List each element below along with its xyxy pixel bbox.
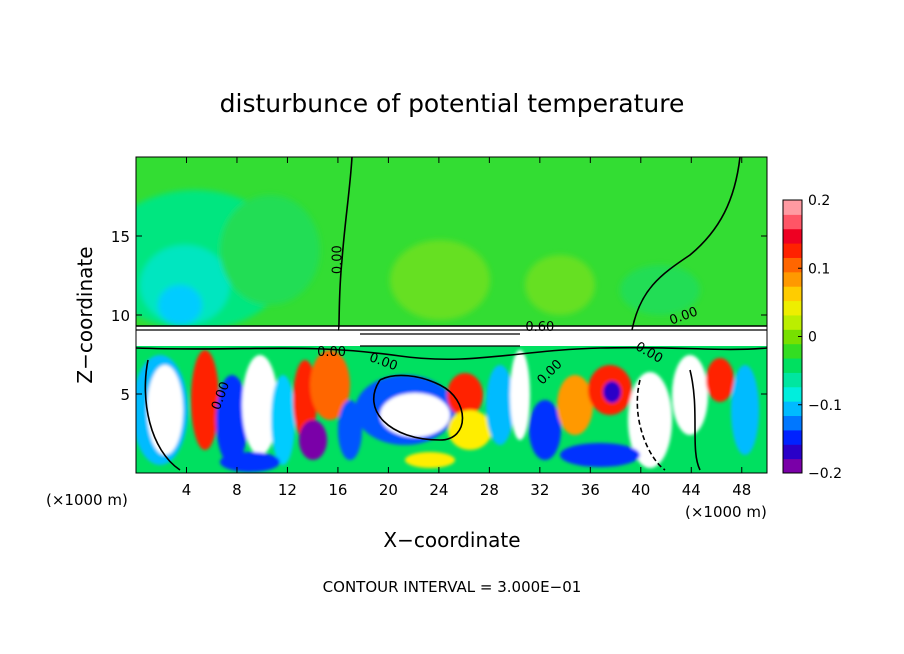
y-tick-label: 15: [111, 228, 130, 246]
colorbar-swatch: [783, 329, 802, 345]
colorbar-swatch: [783, 257, 802, 273]
colorbar-swatch: [783, 243, 802, 258]
contour-label: 0.00: [317, 345, 346, 360]
x-tick-label: 44: [682, 481, 701, 499]
colorbar-swatch: [783, 286, 802, 302]
x-tick-label: 12: [278, 481, 297, 499]
inversion-band: [136, 326, 767, 348]
colorbar-swatch: [783, 228, 802, 244]
x-tick-label: 40: [631, 481, 650, 499]
colorbar-swatch: [783, 314, 802, 330]
lower-layer-blobs: [136, 350, 759, 472]
x-tick-label: 8: [232, 481, 242, 499]
colorbar-swatch: [783, 300, 802, 316]
x-tick-label: 24: [429, 481, 448, 499]
x-tick-label: 4: [182, 481, 192, 499]
colorbar-tick-label: −0.1: [808, 398, 842, 414]
colorbar-tick-label: 0.1: [808, 261, 830, 277]
colorbar-tick-label: 0.2: [808, 193, 830, 209]
contour-interval-note: CONTOUR INTERVAL = 3.000E−01: [323, 578, 582, 596]
colorbar-swatch: [783, 343, 802, 359]
x-tick-label: 28: [480, 481, 499, 499]
x-axis-label: X−coordinate: [383, 528, 520, 552]
y-axis-label: Z−coordinate: [73, 246, 97, 383]
colorbar-swatch: [783, 214, 802, 230]
x-tick-label: 20: [379, 481, 398, 499]
colorbar-ticks: 0.2 0.1 0 −0.1 −0.2: [798, 193, 842, 482]
colorbar-swatch: [783, 386, 802, 402]
colorbar-swatch: [783, 458, 802, 474]
colorbar-tick-label: −0.2: [808, 466, 842, 482]
contour-label: 0.00: [331, 245, 346, 274]
y-axis-ticks: 5 10 15: [111, 228, 767, 404]
y-tick-label: 5: [120, 386, 130, 404]
colorbar-swatch: [783, 444, 802, 460]
y-tick-label: 10: [111, 307, 130, 325]
x-unit-label-left: (×1000 m): [46, 491, 128, 509]
x-tick-label: 36: [581, 481, 600, 499]
colorbar-swatch: [783, 358, 802, 373]
plot-area: [136, 157, 767, 473]
contour-label: 0.60: [525, 320, 554, 335]
colorbar-swatch: [783, 415, 802, 431]
x-tick-label: 48: [732, 481, 751, 499]
chart-title: disturbunce of potential temperature: [220, 89, 685, 118]
contour-lines: [136, 157, 767, 471]
x-tick-label: 32: [530, 481, 549, 499]
colorbar-swatch: [783, 401, 802, 417]
colorbar-swatch: [783, 271, 802, 287]
colorbar-swatch: [783, 429, 802, 445]
colorbar-swatch: [783, 200, 802, 215]
colorbar: [782, 199, 803, 474]
colorbar-swatch: [783, 372, 802, 388]
upper-layer-patches: [136, 190, 700, 330]
x-tick-label: 16: [328, 481, 347, 499]
x-axis-ticks: 4 8 12 16 20 24 28 32 36 40 44 48: [182, 157, 751, 499]
colorbar-tick-label: 0: [808, 330, 817, 346]
x-unit-label-right: (×1000 m): [685, 503, 767, 521]
